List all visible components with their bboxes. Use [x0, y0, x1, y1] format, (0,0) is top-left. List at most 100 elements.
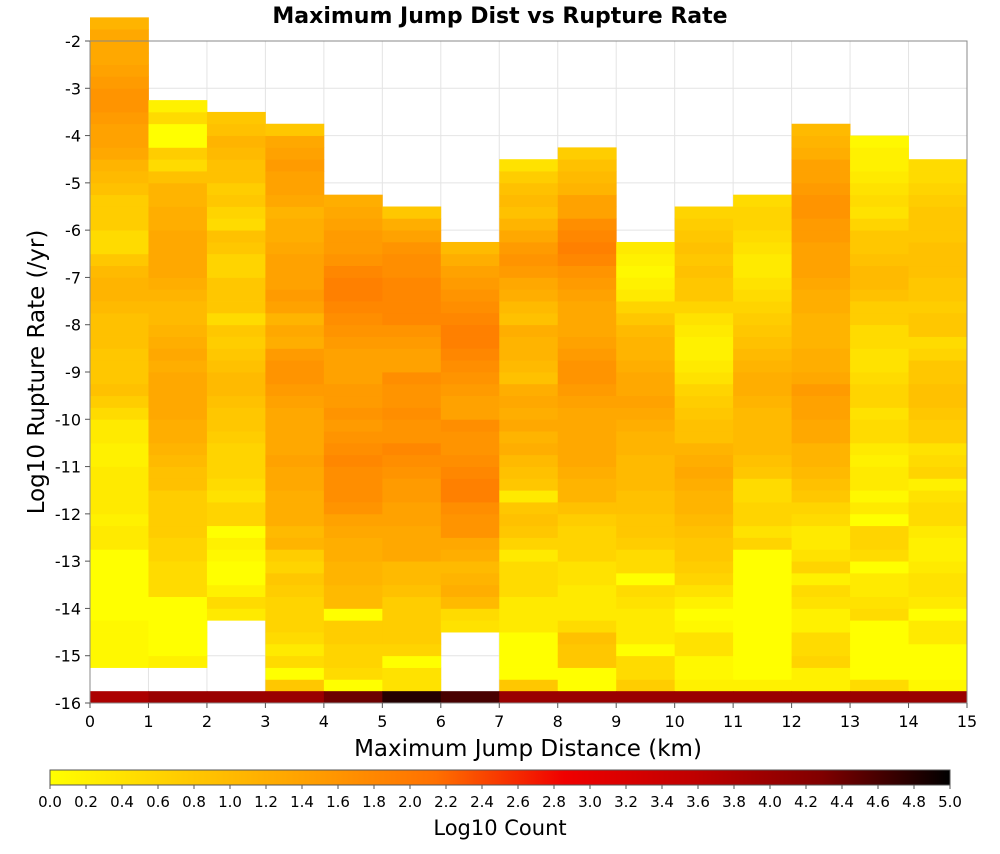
heatmap-cell [499, 655, 559, 668]
heatmap-cell [440, 289, 500, 302]
heatmap-cell [323, 218, 383, 231]
heatmap-cell [148, 230, 208, 243]
heatmap-cells [90, 17, 968, 704]
heatmap-cell [499, 407, 559, 420]
heatmap-cell [791, 667, 851, 680]
heatmap-cell [90, 395, 149, 408]
heatmap-cell [90, 336, 149, 349]
heatmap-cell [850, 312, 909, 326]
heatmap-cell [557, 265, 617, 278]
heatmap-cell [850, 301, 909, 314]
colorbar-tick-label: 1.0 [218, 793, 242, 811]
heatmap-cell [206, 478, 266, 491]
heatmap-cell [733, 277, 792, 290]
heatmap-cell [90, 17, 149, 30]
heatmap-cell [791, 360, 851, 373]
heatmap-cell [908, 537, 968, 550]
heatmap-cell [148, 561, 208, 574]
heatmap-cell [499, 584, 559, 598]
heatmap-cell [206, 395, 266, 408]
heatmap-cell [733, 419, 792, 432]
heatmap-cell [440, 442, 500, 456]
heatmap-cell [148, 194, 208, 207]
x-tick-label: 1 [143, 712, 153, 731]
heatmap-cell [323, 230, 383, 243]
heatmap-cell [148, 466, 208, 479]
heatmap-cell [90, 301, 149, 314]
heatmap-cell [90, 584, 149, 598]
heatmap-cell-bottom [499, 691, 559, 703]
colorbar-ticks: 0.0 0.2 0.4 0.6 0.8 1.0 1.2 1.4 1.6 1.8 2.0 2.2 2.4 2… [38, 785, 962, 811]
heatmap-cell [90, 41, 149, 54]
colorbar-tick-label: 0.0 [38, 793, 62, 811]
heatmap-cell [908, 395, 968, 408]
heatmap-cell [206, 159, 266, 172]
heatmap-cell [265, 159, 325, 172]
heatmap-cell [90, 230, 149, 243]
heatmap-cell [674, 466, 734, 479]
heatmap-cell [499, 230, 559, 243]
heatmap-cell [733, 206, 792, 219]
heatmap-cell [323, 561, 383, 574]
heatmap-cell [850, 407, 909, 420]
heatmap-cell [674, 525, 734, 538]
x-tick-label: 3 [260, 712, 270, 731]
heatmap-cell [499, 253, 559, 267]
heatmap-cell [908, 655, 968, 668]
heatmap-cell [616, 572, 676, 586]
heatmap-cell [850, 348, 909, 361]
heatmap-cell [440, 513, 500, 527]
colorbar-tick-label: 5.0 [938, 793, 962, 811]
heatmap-cell [791, 123, 851, 136]
heatmap-cell [616, 655, 676, 668]
heatmap-cell [733, 324, 792, 337]
heatmap-cell [674, 572, 734, 586]
heatmap-cell [557, 679, 617, 692]
heatmap-cell [499, 454, 559, 467]
heatmap-cell [382, 336, 442, 349]
heatmap-cell [499, 277, 559, 290]
heatmap-cell [908, 419, 968, 432]
heatmap-cell [733, 655, 792, 668]
heatmap-cell [733, 372, 792, 385]
heatmap-cell [850, 561, 909, 574]
heatmap-cell [90, 52, 149, 66]
heatmap-cell [557, 419, 617, 432]
heatmap-cell-bottom [382, 691, 442, 703]
heatmap-cell [616, 395, 676, 408]
heatmap-cell [557, 549, 617, 562]
heatmap-cell [499, 324, 559, 337]
heatmap-cell [265, 265, 325, 278]
heatmap-cell [148, 478, 208, 491]
heatmap-cell [265, 513, 325, 527]
y-tick-label: -5 [65, 174, 81, 193]
heatmap-cell [440, 301, 500, 314]
heatmap-cell [791, 584, 851, 598]
heatmap-cell [90, 360, 149, 373]
heatmap-cell [557, 643, 617, 657]
heatmap-cell [850, 265, 909, 278]
heatmap-cell [908, 490, 968, 503]
heatmap-cell [90, 620, 149, 633]
heatmap-cell [206, 135, 266, 148]
heatmap-cell [850, 289, 909, 302]
heatmap-cell [265, 584, 325, 598]
heatmap-cell [206, 171, 266, 184]
heatmap-cell [206, 537, 266, 550]
heatmap-cell [908, 324, 968, 337]
heatmap-cell [148, 572, 208, 586]
heatmap-cell [616, 265, 676, 278]
heatmap-cell [148, 218, 208, 231]
heatmap-cell [148, 608, 208, 621]
heatmap-cell [616, 372, 676, 385]
heatmap-cell [206, 407, 266, 420]
heatmap-cell [733, 360, 792, 373]
heatmap-cell [148, 312, 208, 326]
x-tick-label: 7 [494, 712, 504, 731]
heatmap-cell [440, 419, 500, 432]
heatmap-cell [148, 289, 208, 302]
heatmap-cell [499, 537, 559, 550]
heatmap-cell [440, 502, 500, 515]
heatmap-cell [323, 407, 383, 420]
